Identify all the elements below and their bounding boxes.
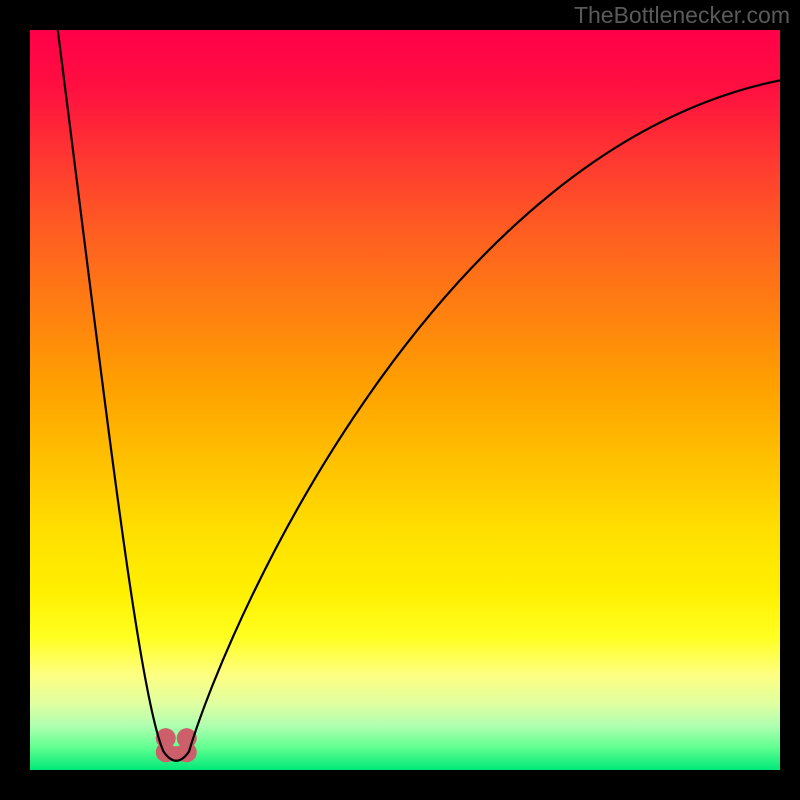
chart-plot-area xyxy=(30,30,780,770)
chart-svg xyxy=(30,30,780,770)
watermark-text: TheBottlenecker.com xyxy=(574,2,790,29)
